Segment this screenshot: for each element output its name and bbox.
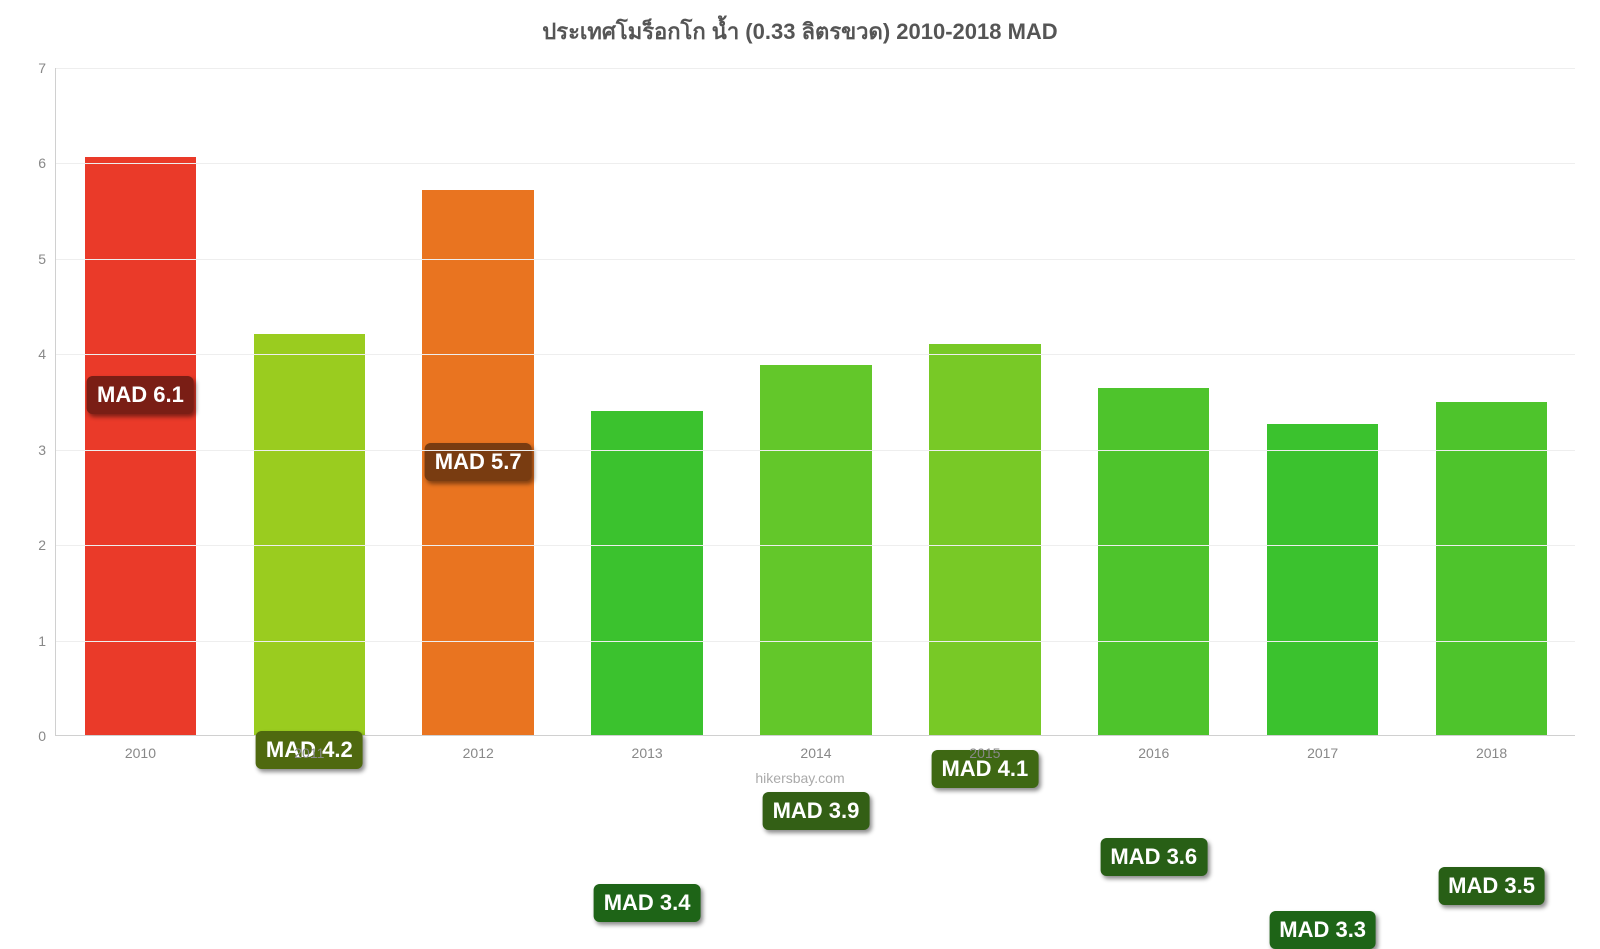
y-tick-label: 1	[38, 633, 56, 649]
gridline	[56, 641, 1575, 642]
bar-value-label-text: MAD 3.5	[1448, 873, 1535, 898]
plot-area: MAD 6.1 MAD 4.2 MAD 5.7 MAD 3.4 MAD 3.9 MAD 4…	[55, 68, 1575, 736]
bar: MAD 4.1	[929, 344, 1040, 735]
bar-value-label: MAD 3.6	[1100, 838, 1207, 876]
x-tick-label: 2012	[463, 735, 494, 761]
bar-value-label-text: MAD 6.1	[97, 382, 184, 407]
bar-value-label-text: MAD 3.6	[1110, 844, 1197, 869]
bar: MAD 3.4	[591, 411, 702, 735]
x-tick-label: 2015	[969, 735, 1000, 761]
chart-container: ประเทศโมร็อกโก น้ำ (0.33 ลิตรขวด) 2010-2…	[0, 0, 1600, 800]
y-tick-label: 3	[38, 442, 56, 458]
x-tick-label: 2017	[1307, 735, 1338, 761]
y-tick-label: 0	[38, 728, 56, 744]
y-tick-label: 6	[38, 155, 56, 171]
chart-title: ประเทศโมร็อกโก น้ำ (0.33 ลิตรขวด) 2010-2…	[0, 0, 1600, 49]
gridline	[56, 354, 1575, 355]
y-tick-label: 2	[38, 537, 56, 553]
gridline	[56, 450, 1575, 451]
gridline	[56, 259, 1575, 260]
y-tick-label: 4	[38, 346, 56, 362]
x-tick-label: 2018	[1476, 735, 1507, 761]
bar-value-label-text: MAD 5.7	[435, 449, 522, 474]
bar: MAD 3.6	[1098, 388, 1209, 735]
x-tick-label: 2010	[125, 735, 156, 761]
bar-value-label-text: MAD 3.9	[773, 798, 860, 823]
bar-value-label: MAD 3.4	[594, 884, 701, 922]
bar-value-label-text: MAD 3.4	[604, 890, 691, 915]
bar: MAD 3.9	[760, 365, 871, 735]
x-tick-label: 2014	[800, 735, 831, 761]
bar: MAD 4.2	[254, 334, 365, 735]
bar-value-label: MAD 6.1	[87, 376, 194, 414]
y-tick-label: 7	[38, 60, 56, 76]
bar: MAD 6.1	[85, 157, 196, 735]
bar-value-label: MAD 3.3	[1269, 911, 1376, 949]
gridline	[56, 68, 1575, 69]
x-tick-label: 2011	[294, 735, 324, 761]
x-tick-label: 2013	[632, 735, 663, 761]
x-tick-label: 2016	[1138, 735, 1169, 761]
bar: MAD 3.5	[1436, 402, 1547, 735]
gridline	[56, 545, 1575, 546]
bar: MAD 5.7	[422, 190, 533, 735]
gridline	[56, 163, 1575, 164]
bar-value-label: MAD 3.5	[1438, 867, 1545, 905]
bar-value-label-text: MAD 3.3	[1279, 917, 1366, 942]
y-tick-label: 5	[38, 251, 56, 267]
bar-value-label: MAD 3.9	[763, 792, 870, 830]
bars-layer: MAD 6.1 MAD 4.2 MAD 5.7 MAD 3.4 MAD 3.9 MAD 4…	[56, 68, 1575, 735]
bar: MAD 3.3	[1267, 424, 1378, 735]
chart-footer: hikersbay.com	[0, 770, 1600, 786]
